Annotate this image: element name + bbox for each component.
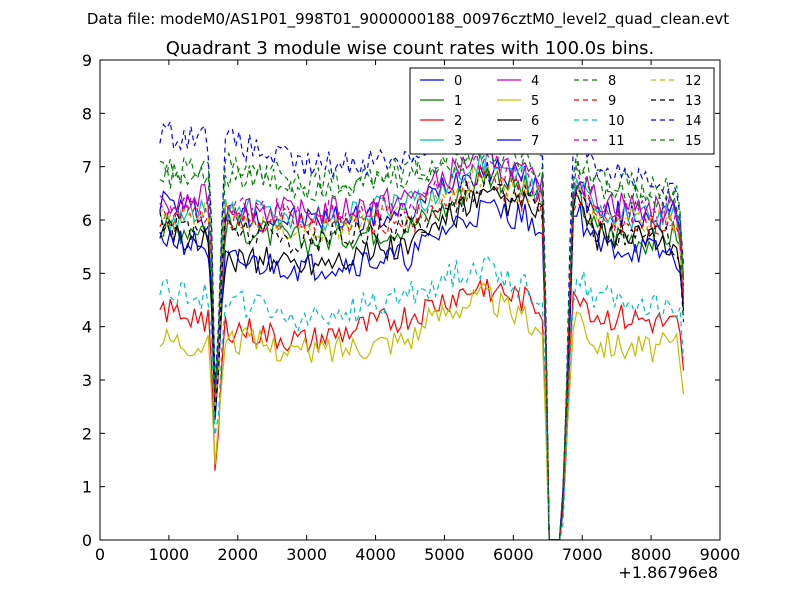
y-tick-label: 4 [82,318,92,337]
series-line-14 [159,92,685,540]
x-tick-label: 2000 [217,545,258,564]
y-tick-label: 6 [82,211,92,230]
legend-label-3: 3 [454,134,462,149]
y-tick-label: 2 [82,424,92,443]
x-tick-label: 9000 [700,545,741,564]
series-line-15 [159,141,685,540]
chart-suptitle: Data file: modeM0/AS1P01_998T01_90000001… [87,10,729,29]
series-line-8 [159,128,685,540]
legend-label-10: 10 [608,114,625,129]
y-tick-label: 7 [82,158,92,177]
series-line-7 [159,198,685,540]
series-line-9 [159,164,685,540]
legend-label-8: 8 [608,74,616,89]
x-offset-label: +1.86796e8 [618,563,718,582]
y-tick-label: 3 [82,371,92,390]
series-line-13 [159,172,685,540]
x-tick-label: 3000 [286,545,327,564]
x-tick-label: 7000 [562,545,603,564]
legend-label-2: 2 [454,114,462,129]
series-line-6 [159,185,685,540]
series-line-12 [159,162,685,540]
plot-frame [99,59,721,541]
legend-label-1: 1 [454,94,462,109]
series-line-4 [159,136,685,540]
legend-label-11: 11 [608,134,625,149]
series-line-11 [159,152,685,540]
x-tick-label: 8000 [631,545,672,564]
x-tick-label: 4000 [355,545,396,564]
x-tick-label: 1000 [149,545,190,564]
y-tick-label: 1 [82,478,92,497]
y-tick-label: 5 [82,264,92,283]
legend-label-7: 7 [531,134,539,149]
series-layer [159,92,685,540]
plot-area: 0 1000 2000 3000 4000 5000 6000 7000 8000 9000 0 1… [82,51,741,564]
x-tick-label: 0 [95,545,105,564]
x-tick-label: 6000 [493,545,534,564]
series-line-3 [159,144,685,540]
legend-label-15: 15 [685,134,702,149]
legend-label-6: 6 [531,114,539,129]
chart-title: Quadrant 3 module wise count rates with … [166,38,655,59]
x-tick-label: 5000 [424,545,465,564]
y-tick-label: 9 [82,51,92,70]
series-line-5 [159,282,685,540]
y-tick-label: 0 [82,531,92,550]
legend-label-9: 9 [608,94,616,109]
series-line-10 [159,254,685,540]
legend-label-13: 13 [685,94,702,109]
legend-label-4: 4 [531,74,539,89]
series-line-1 [159,167,685,540]
legend-label-12: 12 [685,74,702,89]
x-axis: 0 1000 2000 3000 4000 5000 6000 7000 8000 9000 [95,60,740,564]
legend-label-14: 14 [685,114,702,129]
series-line-2 [159,278,685,540]
y-tick-label: 8 [82,104,92,123]
legend-label-5: 5 [531,94,539,109]
legend-label-0: 0 [454,74,462,89]
